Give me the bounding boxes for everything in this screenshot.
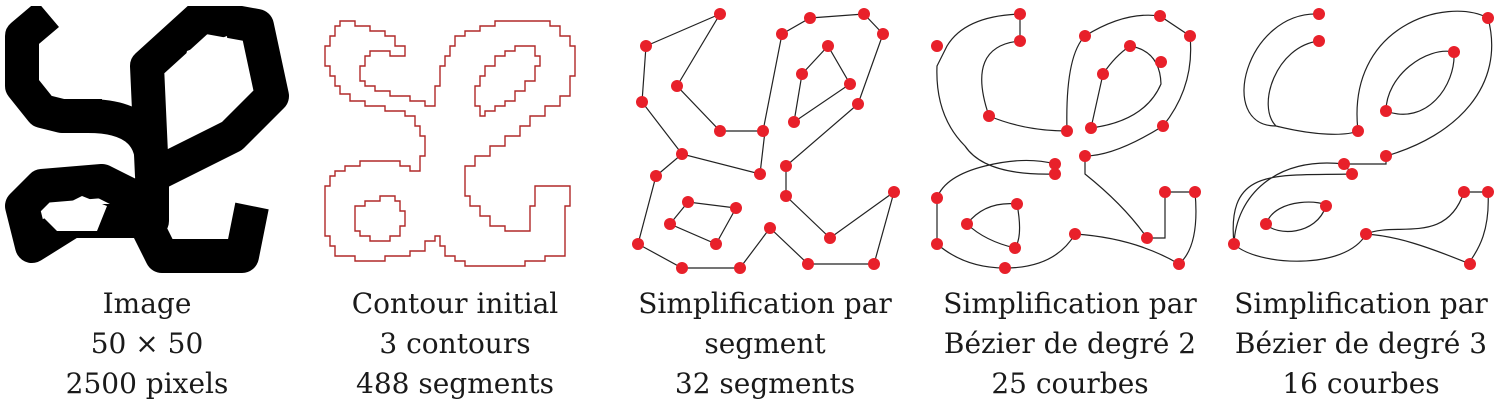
bezier3-drawing <box>1228 8 1494 270</box>
caption-line: segment <box>704 327 826 360</box>
caption-contour: Contour initial 3 contours 488 segments <box>310 284 600 404</box>
caption-line: 3 contours <box>379 327 531 360</box>
caption-image: Image 50 × 50 2500 pixels <box>2 284 292 404</box>
panel-image: Image 50 × 50 2500 pixels <box>2 0 292 411</box>
outer-polyline <box>637 12 896 269</box>
outer-polyline-end <box>641 45 683 155</box>
caption-bezier3: Simplification par Bézier de degré 3 16 … <box>1216 284 1506 404</box>
caption-line: 32 segments <box>674 367 856 400</box>
upper-loop-curve <box>1090 45 1162 129</box>
bezier2-drawing <box>931 8 1201 274</box>
panel-contour: Contour initial 3 contours 488 segments <box>310 0 600 411</box>
caption-line: 25 courbes <box>991 367 1149 400</box>
upper-loop-contour <box>474 45 541 117</box>
caption-line: 2500 pixels <box>65 367 229 400</box>
lower-loop-curve <box>966 203 1021 249</box>
caption-line: Simplification par <box>943 287 1197 320</box>
caption-line: 50 × 50 <box>90 327 204 360</box>
vertex-points <box>632 8 900 274</box>
caption-line: Image <box>102 287 192 320</box>
segment-drawing <box>632 8 900 274</box>
caption-line: Simplification par <box>1234 287 1488 320</box>
caption-line: Contour initial <box>351 287 559 320</box>
pixel-image <box>5 6 289 273</box>
lower-loop-curve <box>1265 201 1327 233</box>
caption-line: 488 segments <box>356 367 554 400</box>
caption-bezier2: Simplification par Bézier de degré 2 25 … <box>925 284 1215 404</box>
caption-segment: Simplification par segment 32 segments <box>620 284 910 404</box>
panel-segment: Simplification par segment 32 segments <box>620 0 910 411</box>
caption-line: 16 courbes <box>1282 367 1440 400</box>
letter-glyph <box>5 6 289 273</box>
upper-loop-curve <box>1385 50 1455 115</box>
upper-loop-polygon <box>793 44 851 124</box>
panel-bezier3: Simplification par Bézier de degré 3 16 … <box>1216 0 1506 411</box>
lower-loop-contour <box>354 195 406 242</box>
lower-loop-polygon <box>669 201 737 245</box>
outer-curve <box>936 13 1197 269</box>
contour-drawing <box>324 20 576 267</box>
caption-line: Simplification par <box>638 287 892 320</box>
vertex-points <box>931 8 1201 274</box>
glyph-holes <box>42 36 230 231</box>
panel-bezier2: Simplification par Bézier de degré 2 25 … <box>925 0 1215 411</box>
vertex-points <box>1228 8 1494 270</box>
caption-line: Bézier de degré 3 <box>1234 327 1488 360</box>
caption-line: Bézier de degré 2 <box>943 327 1197 360</box>
outer-contour <box>324 20 576 267</box>
